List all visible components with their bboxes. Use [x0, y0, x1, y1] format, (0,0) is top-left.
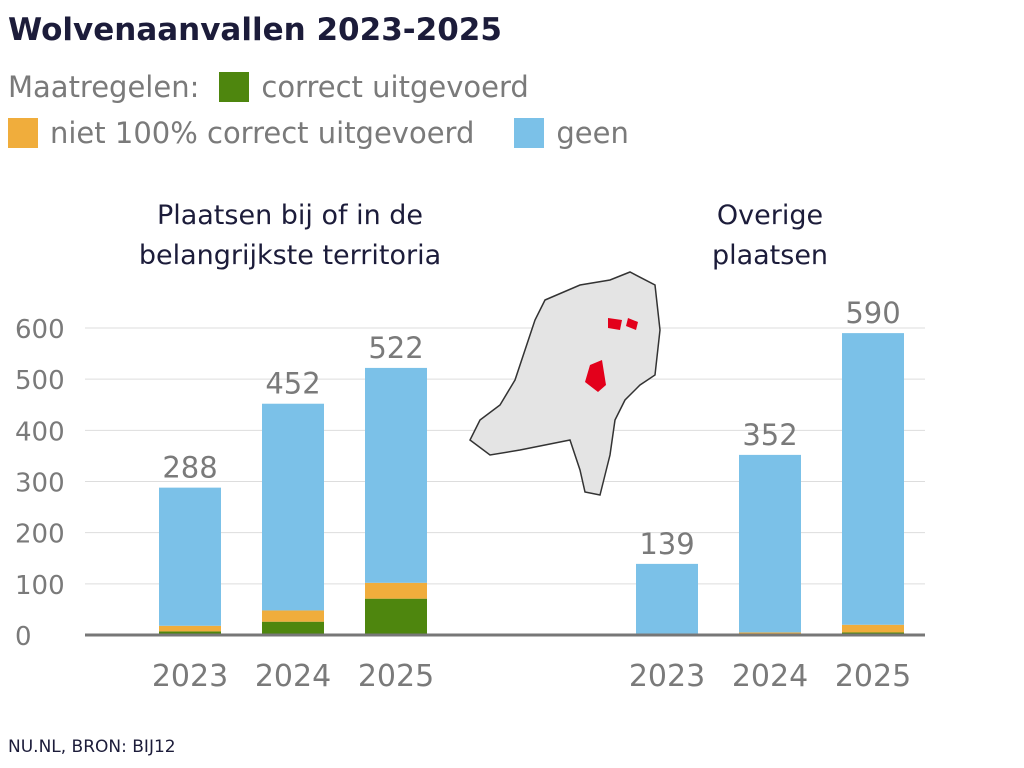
subtitle-left: Plaatsen bij of in de belangrijkste terr…: [138, 200, 442, 271]
bar-segment-correct-uitgevoerd: [262, 621, 324, 635]
netherlands-map-icon: [469, 271, 661, 496]
y-tick-label: 600: [15, 315, 65, 345]
bar-segment-niet-100-correct-uitgevoerd: [262, 610, 324, 622]
legend-item-none: geen: [514, 116, 629, 150]
bar-segment-correct-uitgevoerd: [159, 631, 221, 635]
legend-swatch: [219, 72, 250, 102]
legend-swatch: [514, 118, 545, 148]
y-tick-label: 100: [15, 571, 65, 601]
subtitle-right: Overige plaatsen: [711, 200, 829, 271]
legend-row-2: niet 100% correct uitgevoerd geen: [8, 116, 669, 150]
bar-segment-geen: [262, 403, 324, 611]
x-tick-label: 2023: [629, 659, 705, 694]
legend-text: geen: [556, 116, 629, 150]
territory-marker: [585, 318, 638, 392]
source-note: NU.NL, BRON: BIJ12: [8, 737, 176, 757]
bar-segment-niet-100-correct-uitgevoerd: [842, 624, 904, 633]
total-label: 522: [368, 331, 423, 365]
legend-label: Maatregelen:: [8, 70, 200, 104]
total-label: 590: [845, 296, 900, 330]
legend-text: correct uitgevoerd: [261, 70, 529, 104]
bar-segment-geen: [365, 367, 427, 583]
bar-segment-geen: [842, 333, 904, 625]
total-label: 288: [162, 451, 217, 485]
y-tick-label: 300: [15, 469, 65, 499]
x-tick-label: 2024: [255, 659, 331, 694]
bar-segment-correct-uitgevoerd: [365, 598, 427, 635]
y-tick-label: 0: [15, 622, 32, 652]
y-tick-label: 500: [15, 366, 65, 396]
legend-item-partial: niet 100% correct uitgevoerd: [8, 116, 474, 150]
x-tick-label: 2025: [358, 659, 434, 694]
x-tick-label: 2024: [732, 659, 808, 694]
legend-item-correct: correct uitgevoerd: [219, 70, 529, 104]
total-label: 139: [639, 527, 694, 561]
y-tick-label: 400: [15, 417, 65, 447]
y-tick-label: 200: [15, 520, 65, 550]
total-label: 352: [742, 418, 797, 452]
chart-title: Wolvenaanvallen 2023-2025: [8, 12, 502, 48]
bar-segment-niet-100-correct-uitgevoerd: [159, 625, 221, 632]
bar-segment-niet-100-correct-uitgevoerd: [739, 632, 801, 635]
legend-text: niet 100% correct uitgevoerd: [50, 116, 475, 150]
x-tick-label: 2023: [152, 659, 228, 694]
legend-row-1: Maatregelen: correct uitgevoerd: [8, 70, 569, 104]
bar-segment-geen: [739, 454, 801, 633]
bar-segment-geen: [636, 563, 698, 634]
bar-segment-niet-100-correct-uitgevoerd: [365, 582, 427, 599]
bar-segment-geen: [159, 487, 221, 626]
total-label: 452: [265, 367, 320, 401]
x-tick-label: 2025: [835, 659, 911, 694]
legend-swatch: [8, 118, 38, 148]
